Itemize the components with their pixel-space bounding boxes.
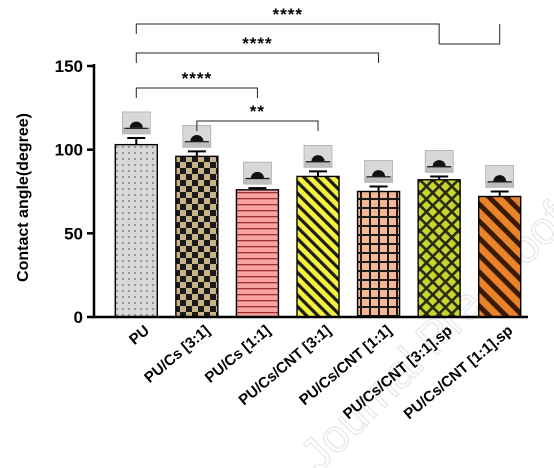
y-ticks: 0 50 100 150 xyxy=(55,57,94,327)
droplet-image xyxy=(424,150,454,173)
droplet-image xyxy=(182,125,212,148)
significance-bracket: **** xyxy=(135,69,258,98)
bar xyxy=(296,175,340,318)
significance-bracket: **** xyxy=(135,5,440,34)
significance-bracket: **** xyxy=(135,34,380,63)
significance-layer: ************** xyxy=(135,5,501,131)
significance-label: **** xyxy=(182,69,212,88)
x-tick-label: PU/Cs [3:1] xyxy=(141,322,213,386)
significance-label: **** xyxy=(242,34,272,53)
droplet-image xyxy=(243,161,272,185)
significance-label: ** xyxy=(250,102,265,121)
droplet-image xyxy=(485,165,515,188)
y-tick-label: 50 xyxy=(64,224,83,243)
significance-bracket: ** xyxy=(196,102,319,131)
x-tick-label: PU xyxy=(126,322,153,348)
bars-layer xyxy=(114,143,522,318)
droplet-image xyxy=(121,111,151,135)
y-tick-label: 0 xyxy=(74,308,83,327)
bar xyxy=(478,195,522,318)
y-tick-label: 100 xyxy=(55,141,83,160)
significance-bracket-extension xyxy=(438,34,501,45)
bar xyxy=(356,190,401,318)
y-axis-label: Contact angle(degree) xyxy=(15,113,32,282)
bar xyxy=(235,189,280,318)
droplet-images-layer xyxy=(121,111,515,188)
droplet-image xyxy=(364,160,393,183)
bar xyxy=(417,179,461,318)
droplet-image xyxy=(303,145,333,168)
significance-label: **** xyxy=(272,5,302,24)
bar xyxy=(114,143,158,318)
bar xyxy=(175,155,219,318)
y-tick-label: 150 xyxy=(55,57,83,76)
error-bars-layer xyxy=(127,136,509,197)
